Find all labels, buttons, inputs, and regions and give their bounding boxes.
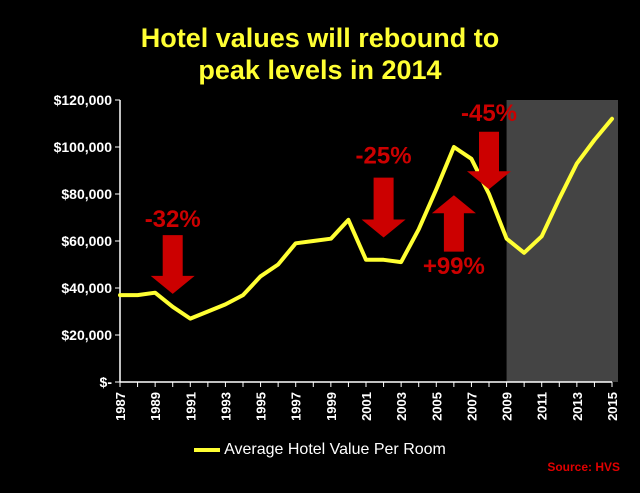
y-tick-label: $- xyxy=(100,374,113,390)
annotation-arrow-down xyxy=(150,235,195,294)
y-tick-label: $80,000 xyxy=(61,186,112,202)
x-tick-label: 1995 xyxy=(254,392,269,421)
x-tick-label: 2013 xyxy=(570,392,585,421)
chart-title-line-2: peak levels in 2014 xyxy=(198,55,442,85)
x-tick-label: 2003 xyxy=(394,392,409,421)
x-tick-label: 1991 xyxy=(183,392,198,421)
annotation-label: -32% xyxy=(145,206,201,233)
y-tick-label: $100,000 xyxy=(54,139,113,155)
legend-label: Average Hotel Value Per Room xyxy=(224,441,446,458)
source-note: Source: HVS xyxy=(547,460,620,474)
y-tick-label: $40,000 xyxy=(61,280,112,296)
annotation-arrow-up xyxy=(431,195,476,252)
annotation-arrow-down xyxy=(467,131,511,190)
x-tick-label: 2007 xyxy=(464,392,479,421)
x-tick-label: 1989 xyxy=(148,392,163,421)
x-tick-label: 1993 xyxy=(218,392,233,421)
y-tick-label: $120,000 xyxy=(54,92,113,108)
x-tick-label: 1987 xyxy=(113,392,128,421)
x-tick-label: 1997 xyxy=(289,392,304,421)
x-tick-label: 2005 xyxy=(429,392,444,421)
x-tick-label: 2009 xyxy=(500,392,515,421)
x-tick-label: 2011 xyxy=(535,392,550,420)
y-tick-label: $60,000 xyxy=(61,233,112,249)
annotation-label: +99% xyxy=(423,253,485,280)
annotation-label: -45% xyxy=(461,100,517,127)
y-tick-label: $20,000 xyxy=(61,327,112,343)
annotation-arrow-down xyxy=(361,177,406,238)
x-tick-label: 1999 xyxy=(324,392,339,421)
series-line xyxy=(118,116,614,321)
forecast-shading xyxy=(506,100,618,382)
legend-swatch xyxy=(194,447,221,452)
legend: Average Hotel Value Per Room xyxy=(0,441,640,459)
x-tick-label: 2015 xyxy=(605,392,620,421)
x-tick-label: 2001 xyxy=(359,392,374,421)
annotation-label: -25% xyxy=(356,142,412,169)
chart-title-line-1: Hotel values will rebound to xyxy=(140,23,500,53)
